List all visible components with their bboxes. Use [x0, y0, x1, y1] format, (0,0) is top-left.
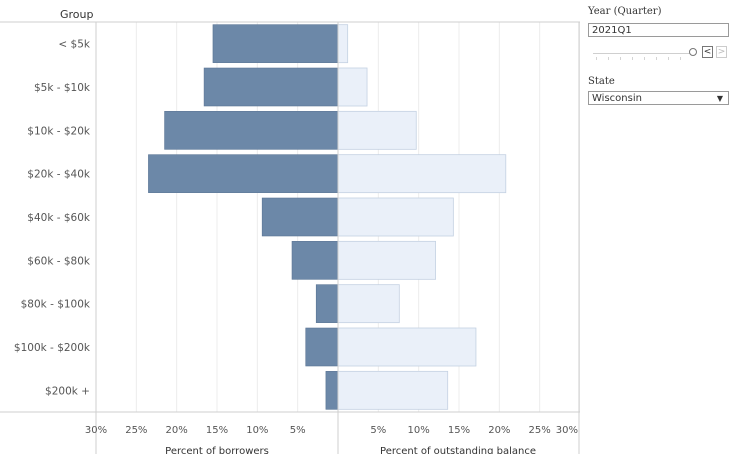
row-label: $60k - $80k — [27, 255, 91, 267]
slider-tick — [632, 57, 633, 60]
right-tick-label: 5% — [370, 425, 386, 436]
left-tick-label: 25% — [125, 425, 147, 436]
year-quarter-filter: Year (Quarter) 2021Q1 < > — [588, 6, 734, 60]
bar-borrowers — [291, 241, 339, 280]
right-tick-label: 25% — [529, 425, 551, 436]
bar-borrowers — [305, 327, 339, 367]
right-tick-label: 10% — [408, 425, 430, 436]
year-quarter-slider-track[interactable] — [593, 53, 693, 54]
slider-tick — [608, 57, 609, 60]
row-label: $100k - $200k — [14, 342, 91, 354]
row-label: < $5k — [58, 39, 90, 51]
row-label: $200k + — [45, 385, 90, 397]
left-tick-label: 20% — [166, 425, 188, 436]
year-quarter-title: Year (Quarter) — [588, 6, 662, 17]
next-quarter-button[interactable]: > — [716, 46, 727, 58]
bar-borrowers — [325, 371, 339, 410]
bar-outstanding-balance — [337, 327, 477, 367]
bar-borrowers — [148, 154, 339, 193]
slider-tick — [656, 57, 657, 60]
previous-quarter-button[interactable]: < — [702, 46, 713, 58]
left-axis-title: Percent of borrowers — [165, 446, 269, 454]
bar-outstanding-balance — [337, 197, 454, 237]
bar-borrowers — [261, 197, 339, 237]
year-quarter-slider-handle[interactable] — [689, 48, 697, 56]
right-tick-label: 30% — [556, 425, 578, 436]
state-filter: State Wisconsin ▼ — [588, 76, 734, 105]
slider-tick — [668, 57, 669, 60]
right-axis-title: Percent of outstanding balance — [380, 446, 536, 454]
bar-outstanding-balance — [337, 110, 417, 150]
left-tick-label: 10% — [246, 425, 268, 436]
bar-outstanding-balance — [337, 67, 368, 107]
row-label: $10k - $20k — [27, 125, 91, 137]
axes-layer: 30% 25% 20% 15% 10% 5% 5% 10% 15% 20% 25% 30% — [0, 21, 580, 454]
state-title: State — [588, 76, 615, 87]
bars-layer — [148, 24, 507, 410]
left-tick-label: 15% — [206, 425, 228, 436]
state-value: Wisconsin — [592, 93, 642, 104]
slider-tick — [680, 57, 681, 60]
bar-borrowers — [212, 24, 339, 63]
chevron-down-icon[interactable]: ▼ — [716, 94, 723, 103]
right-tick-label: 15% — [448, 425, 470, 436]
row-label: $80k - $100k — [21, 299, 91, 311]
bar-borrowers — [164, 111, 339, 150]
slider-tick — [596, 57, 597, 60]
year-quarter-value[interactable]: 2021Q1 — [588, 23, 729, 37]
row-labels: < $5k $5k - $10k $10k - $20k $20k - $40k $40… — [14, 39, 91, 398]
bar-outstanding-balance — [337, 284, 400, 324]
state-dropdown[interactable]: Wisconsin ▼ — [588, 91, 729, 105]
bar-outstanding-balance — [337, 370, 449, 410]
bar-outstanding-balance — [337, 240, 437, 280]
bar-borrowers — [203, 67, 339, 107]
row-label: $20k - $40k — [27, 169, 91, 181]
slider-tick — [620, 57, 621, 60]
left-tick-label: 30% — [85, 425, 107, 436]
row-label: $40k - $60k — [27, 212, 91, 224]
left-tick-label: 5% — [290, 425, 306, 436]
right-tick-label: 20% — [488, 425, 510, 436]
slider-tick — [644, 57, 645, 60]
pyramid-chart: < $5k $5k - $10k $10k - $20k $20k - $40k $40… — [0, 8, 580, 454]
row-label: $5k - $10k — [34, 82, 91, 94]
row-header: Group — [60, 8, 94, 21]
bar-borrowers — [315, 284, 339, 323]
bar-outstanding-balance — [337, 154, 507, 194]
bar-outstanding-balance — [337, 24, 349, 64]
